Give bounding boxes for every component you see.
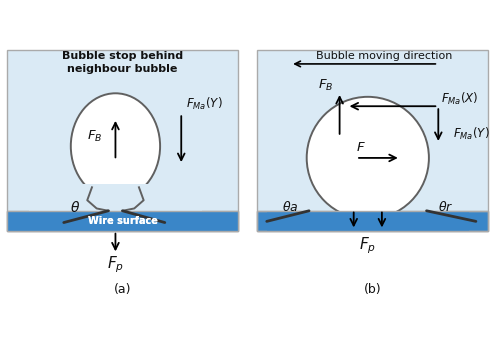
Text: $\theta$r: $\theta$r <box>438 200 453 214</box>
Text: $F_{\mathit{B}}$: $F_{\mathit{B}}$ <box>318 78 333 93</box>
Text: $F_{\mathit{p}}$: $F_{\mathit{p}}$ <box>360 236 376 256</box>
Circle shape <box>306 97 429 219</box>
Text: neighbour bubble: neighbour bubble <box>68 64 178 74</box>
Bar <box>258 211 488 231</box>
Ellipse shape <box>71 93 160 199</box>
Text: $F_{\mathit{Ma}}(\mathit{Y})$: $F_{\mathit{Ma}}(\mathit{Y})$ <box>453 126 490 143</box>
Bar <box>28 184 203 231</box>
Text: $F_{\mathit{B}}$: $F_{\mathit{B}}$ <box>86 129 102 144</box>
Bar <box>258 211 488 231</box>
Text: $F_{\mathit{Ma}}(\mathit{X})$: $F_{\mathit{Ma}}(\mathit{X})$ <box>440 91 478 107</box>
Bar <box>258 50 488 231</box>
Text: Wire surface: Wire surface <box>88 216 158 226</box>
Bar <box>8 50 237 231</box>
Bar <box>8 211 237 231</box>
Text: $F$: $F$ <box>356 141 366 154</box>
Text: $F_{\mathit{p}}$: $F_{\mathit{p}}$ <box>107 254 124 275</box>
Bar <box>267 211 469 231</box>
Text: $F_{\mathit{Ma}}(\mathit{Y})$: $F_{\mathit{Ma}}(\mathit{Y})$ <box>186 96 223 112</box>
Text: $\theta$: $\theta$ <box>70 200 81 215</box>
Text: Wire surface: Wire surface <box>88 216 158 226</box>
Text: Bubble stop behind: Bubble stop behind <box>62 51 183 61</box>
Text: (b): (b) <box>364 283 382 296</box>
Bar <box>8 211 237 231</box>
Text: Bubble moving direction: Bubble moving direction <box>316 51 452 61</box>
Text: $\theta$a: $\theta$a <box>282 200 298 214</box>
Text: (a): (a) <box>114 283 131 296</box>
